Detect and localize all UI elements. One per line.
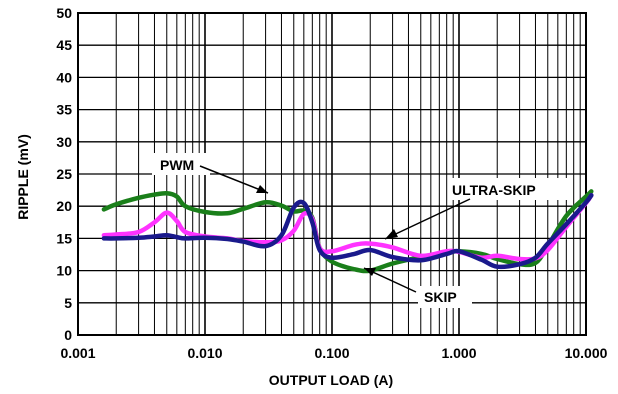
annotation-pwm: PWM bbox=[160, 157, 194, 173]
y-tick-labels: 0 5 10 15 20 25 30 35 40 45 50 bbox=[56, 5, 72, 343]
y-tick-label: 50 bbox=[56, 5, 72, 21]
annotation-ultra-skip: ULTRA-SKIP bbox=[452, 182, 536, 198]
x-tick-label: 1.000 bbox=[441, 345, 476, 361]
y-tick-label: 5 bbox=[64, 295, 72, 311]
x-tick-label: 10.000 bbox=[565, 345, 608, 361]
x-tick-label: 0.100 bbox=[314, 345, 349, 361]
y-tick-label: 35 bbox=[56, 102, 72, 118]
x-tick-labels: 0.001 0.010 0.100 1.000 10.000 bbox=[60, 345, 607, 361]
y-tick-label: 20 bbox=[56, 198, 72, 214]
annotation-layer: PWM ULTRA-SKIP SKIP bbox=[152, 153, 570, 308]
y-tick-label: 0 bbox=[64, 327, 72, 343]
y-tick-label: 15 bbox=[56, 230, 72, 246]
x-tick-label: 0.010 bbox=[187, 345, 222, 361]
annotation-ultra-skip-arrowhead bbox=[385, 229, 398, 239]
x-axis-label: OUTPUT LOAD (A) bbox=[269, 372, 393, 388]
annotation-pwm-arrow bbox=[200, 166, 268, 193]
y-tick-label: 30 bbox=[56, 134, 72, 150]
y-axis-label: RIPPLE (mV) bbox=[15, 134, 31, 220]
y-tick-label: 25 bbox=[56, 166, 72, 182]
y-tick-label: 40 bbox=[56, 69, 72, 85]
x-tick-label: 0.001 bbox=[60, 345, 95, 361]
y-tick-label: 45 bbox=[56, 37, 72, 53]
annotation-skip: SKIP bbox=[424, 289, 457, 305]
y-tick-label: 10 bbox=[56, 263, 72, 279]
annotation-ultra-skip-arrow bbox=[385, 199, 470, 239]
